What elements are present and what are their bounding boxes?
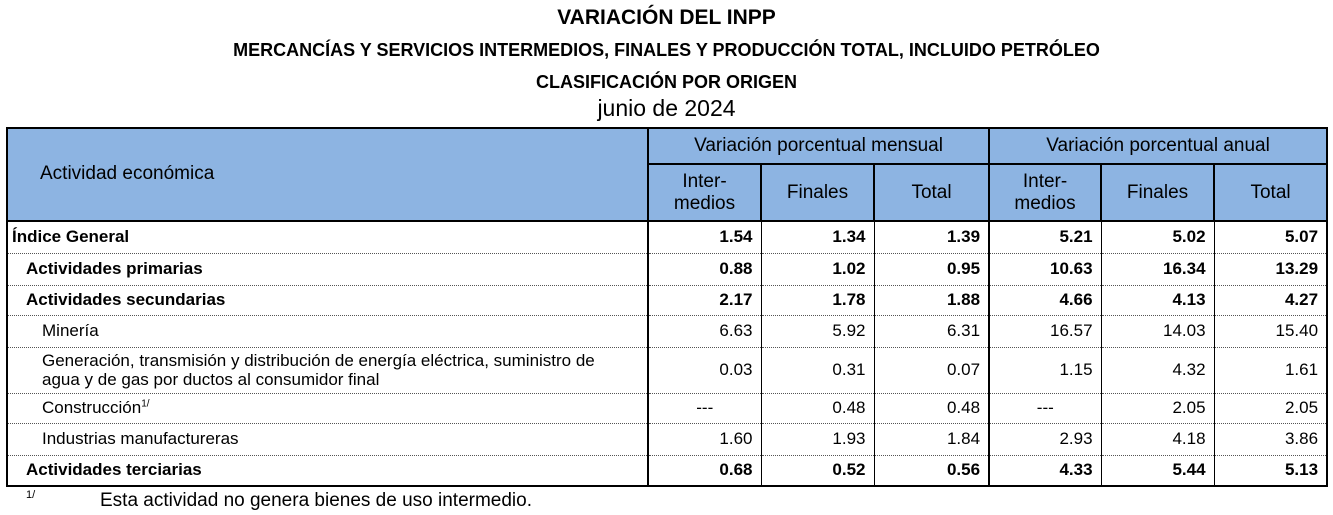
row-label: Construcción1/: [7, 393, 648, 424]
row-label-text: Actividades primarias: [26, 259, 203, 278]
column-header: Total: [872, 163, 991, 222]
column-header: Inter-medios: [988, 163, 1103, 222]
column-header-line: medios: [673, 192, 736, 214]
cell-value: 2.05: [1213, 393, 1328, 424]
cell-value: 0.95: [873, 253, 990, 286]
cell-value: 0.31: [760, 347, 874, 394]
cell-value: 5.07: [1213, 221, 1328, 254]
row: Actividades secundarias 2.17 1.78 1.88 4.66 4…: [7, 285, 1328, 316]
cell-value: ---: [647, 393, 761, 424]
footnote-text: Esta actividad no genera bienes de uso i…: [100, 490, 532, 511]
cell-value: 16.57: [988, 315, 1102, 348]
cell-value: 1.02: [760, 253, 874, 286]
cell-value: 0.88: [647, 253, 761, 286]
cell-value: 14.03: [1100, 315, 1215, 348]
footnote-ref: 1/: [141, 398, 150, 410]
cell-value: 5.21: [988, 221, 1102, 254]
cell-value: 15.40: [1213, 315, 1328, 348]
footnote-marker: 1/: [26, 489, 36, 501]
row-label: Minería: [7, 315, 648, 348]
cell-value: 16.34: [1100, 253, 1215, 286]
cell-value: 0.07: [873, 347, 990, 394]
cell-value: 0.52: [760, 455, 874, 487]
row: Actividades terciarias 0.68 0.52 0.56 4.33 5.…: [7, 455, 1328, 487]
row: Actividades primarias 0.88 1.02 0.95 10.63 16…: [7, 253, 1328, 286]
column-header: Finales: [760, 163, 875, 222]
cell-value: 0.48: [873, 393, 990, 424]
cell-value: 0.56: [873, 455, 990, 487]
cell-value: 4.27: [1213, 285, 1328, 316]
cell-value: 5.13: [1213, 455, 1328, 487]
table: Actividad económica Variación porcentual…: [6, 127, 1329, 487]
group-header: Variación porcentual anual: [988, 127, 1329, 165]
row-label-text: Industrias manufactureras: [42, 429, 239, 448]
cell-value: 10.63: [988, 253, 1102, 286]
cell-value: 6.31: [873, 315, 990, 348]
row-label: Actividades terciarias: [7, 455, 648, 487]
row-label: Actividades secundarias: [7, 285, 648, 316]
cell-value: 1.60: [647, 423, 761, 456]
cell-value: 13.29: [1213, 253, 1328, 286]
row: Construcción1/--- 0.48 0.48 --- 2.05 2.05: [7, 393, 1328, 424]
row-label-text: Actividades secundarias: [26, 290, 226, 309]
column-header: Finales: [1100, 163, 1216, 222]
row: Industrias manufactureras 1.60 1.93 1.84 2.9…: [7, 423, 1328, 456]
cell-value: 4.33: [988, 455, 1102, 487]
row-label: Industrias manufactureras: [7, 423, 648, 456]
cell-value: 2.17: [647, 285, 761, 316]
cell-value: 3.86: [1213, 423, 1328, 456]
row: Generación, transmisión y distribución d…: [7, 347, 1328, 394]
classification: CLASIFICACIÓN POR ORIGEN: [535, 72, 797, 92]
cell-value: 0.48: [760, 393, 874, 424]
column-header: Inter-medios: [647, 163, 762, 222]
column-header-line: medios: [1014, 192, 1076, 214]
cell-value: 4.13: [1100, 285, 1215, 316]
row: Índice General 1.54 1.34 1.39 5.21 5.02 5.07: [7, 221, 1328, 254]
cell-value: 1.78: [760, 285, 874, 316]
cell-value: 2.93: [988, 423, 1102, 456]
cell-value: 0.03: [647, 347, 761, 394]
cell-value: 1.93: [760, 423, 874, 456]
cell-value: 4.18: [1100, 423, 1215, 456]
cell-value: 5.02: [1100, 221, 1215, 254]
cell-value: 1.15: [988, 347, 1102, 394]
cell-value: 6.63: [647, 315, 761, 348]
group-header: Variación porcentual mensual: [646, 127, 991, 165]
row-label-text: Generación, transmisión y distribución d…: [42, 351, 595, 389]
cell-value: 0.68: [647, 455, 761, 487]
row: Minería 6.63 5.92 6.31 16.57 14.03 15.40: [7, 315, 1328, 348]
cell-value: 1.34: [760, 221, 874, 254]
period: junio de 2024: [597, 95, 736, 121]
row-label-text: Actividades terciarias: [26, 460, 202, 480]
subtitle: MERCANCÍAS Y SERVICIOS INTERMEDIOS, FINA…: [233, 40, 1100, 60]
cell-value: 1.54: [647, 221, 761, 254]
cell-value: ---: [988, 393, 1102, 424]
cell-value: 1.39: [873, 221, 990, 254]
row-label: Índice General: [7, 221, 648, 254]
cell-value: 5.44: [1100, 455, 1215, 487]
row-label: Generación, transmisión y distribución d…: [7, 347, 648, 394]
column-header: Total: [1213, 163, 1329, 222]
row-label: Actividades primarias: [7, 253, 648, 286]
cell-value: 2.05: [1100, 393, 1215, 424]
cell-value: 1.88: [873, 285, 990, 316]
row-label-text: Construcción: [42, 398, 142, 417]
cell-value: 4.66: [988, 285, 1102, 316]
cell-value: 5.92: [760, 315, 874, 348]
column-header-line: Inter-: [682, 170, 727, 192]
cell-value: 1.61: [1213, 347, 1328, 394]
cell-value: 4.32: [1100, 347, 1215, 394]
label-header: Actividad económica: [6, 127, 649, 222]
row-label-text: Índice General: [12, 227, 130, 247]
cell-value: 1.84: [873, 423, 990, 456]
row-label-text: Minería: [42, 321, 99, 340]
title: VARIACIÓN DEL INPP: [557, 6, 776, 29]
column-header-line: Inter-: [1022, 170, 1068, 192]
